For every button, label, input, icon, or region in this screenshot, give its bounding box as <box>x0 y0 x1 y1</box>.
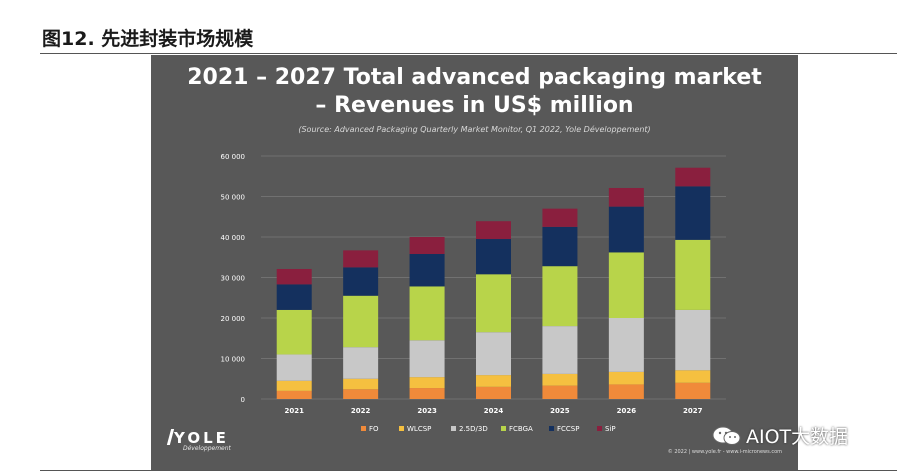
bar-segment-fcbga-2022 <box>343 295 379 348</box>
logo-brand: YOLE <box>174 429 229 447</box>
legend-swatch <box>597 426 602 431</box>
stacked-bar-chart: 0 10 000 20 000 30 000 40 000 50 000 60 000 202… <box>221 153 726 433</box>
bar-segment-sip-2025 <box>542 208 578 227</box>
bar-segment-2-5d-3d-2024 <box>476 332 511 376</box>
x-tick-label: 2022 <box>351 407 371 415</box>
bar-segment-wlcsp-2027 <box>675 370 711 383</box>
bar-segment-sip-2023 <box>409 237 445 255</box>
bar-segment-wlcsp-2023 <box>409 377 445 389</box>
bar-segment-fo-2027 <box>675 382 711 399</box>
y-tick-label: 20 000 <box>221 315 246 323</box>
y-tick-label: 10 000 <box>221 356 246 364</box>
bar-segment-sip-2022 <box>343 250 379 268</box>
yole-logo: YOLE Développement <box>166 429 231 452</box>
bar-segment-2-5d-3d-2022 <box>343 347 379 379</box>
y-tick-label: 50 000 <box>221 194 246 202</box>
x-tick-label: 2027 <box>683 407 703 415</box>
bar-segment-fo-2023 <box>409 388 445 399</box>
y-tick-label: 0 <box>241 396 245 404</box>
chart-title-line2: – Revenues in US$ million <box>315 93 634 118</box>
legend-swatch <box>399 426 404 431</box>
bar-segment-2-5d-3d-2023 <box>409 340 445 378</box>
chart-title-line1: 2021 – 2027 Total advanced packaging mar… <box>187 65 762 90</box>
bar-segment-fo-2022 <box>343 389 379 399</box>
legend-label: FCBGA <box>509 425 533 433</box>
bar-segment-wlcsp-2024 <box>476 375 511 387</box>
legend-swatch <box>361 426 366 431</box>
bar-segment-2-5d-3d-2027 <box>675 309 711 371</box>
copyright-text: © 2022 | www.yole.fr - www.i-micronews.c… <box>667 449 782 455</box>
bar-segment-2-5d-3d-2026 <box>608 318 644 372</box>
bar-segment-fo-2021 <box>276 390 312 399</box>
legend-label: 2.5D/3D <box>459 425 488 433</box>
bar-segment-fcbga-2023 <box>409 286 445 341</box>
bar-segment-fccsp-2026 <box>608 206 644 253</box>
bar-segment-wlcsp-2025 <box>542 373 578 386</box>
x-tick-label: 2023 <box>417 407 437 415</box>
bar-segment-2-5d-3d-2025 <box>542 326 578 374</box>
watermark: AIOT大数据 <box>712 422 848 449</box>
chart-panel: 2021 – 2027 Total advanced packaging mar… <box>151 55 798 470</box>
y-tick-label: 40 000 <box>221 234 246 242</box>
logo-tagline: Développement <box>183 445 231 452</box>
legend-label: FO <box>369 425 379 433</box>
x-tick-label: 2024 <box>484 407 504 415</box>
bar-segment-fccsp-2023 <box>409 254 445 287</box>
legend-swatch <box>451 426 456 431</box>
bar-segment-fcbga-2021 <box>276 309 312 355</box>
y-tick-label: 60 000 <box>221 153 246 161</box>
bar-segment-fcbga-2026 <box>608 252 644 318</box>
chart-subtitle: (Source: Advanced Packaging Quarterly Ma… <box>298 125 651 134</box>
x-tick-label: 2021 <box>284 407 304 415</box>
bar-segment-fccsp-2024 <box>476 239 511 275</box>
figure-title: 图12. 先进封装市场规模 <box>42 28 254 50</box>
x-tick-label: 2025 <box>550 407 570 415</box>
bar-segment-fcbga-2027 <box>675 239 711 310</box>
bar-segment-fccsp-2022 <box>343 267 379 296</box>
bar-segment-fcbga-2025 <box>542 266 578 327</box>
top-divider <box>40 53 897 54</box>
bar-segment-sip-2027 <box>675 167 711 187</box>
bar-segment-fo-2026 <box>608 384 644 399</box>
bar-segment-fo-2024 <box>476 386 511 399</box>
bar-segment-wlcsp-2021 <box>276 380 312 391</box>
bar-segment-2-5d-3d-2021 <box>276 354 312 381</box>
bar-segment-wlcsp-2026 <box>608 371 644 385</box>
y-tick-label: 30 000 <box>221 275 246 283</box>
bottom-divider <box>40 470 897 471</box>
wechat-icon <box>712 426 741 445</box>
bar-segment-fo-2025 <box>542 385 578 399</box>
legend-swatch <box>549 426 554 431</box>
bar-segment-fccsp-2027 <box>675 186 711 240</box>
bar-segment-fccsp-2021 <box>276 284 312 310</box>
legend-label: FCCSP <box>557 425 579 433</box>
bar-segment-sip-2021 <box>276 268 312 285</box>
bar-segment-sip-2026 <box>608 187 644 207</box>
bar-segment-fcbga-2024 <box>476 274 511 333</box>
bar-segment-fccsp-2025 <box>542 226 578 267</box>
bar-segment-wlcsp-2022 <box>343 378 379 390</box>
legend-label: WLCSP <box>407 425 431 433</box>
legend-swatch <box>501 426 506 431</box>
x-tick-label: 2026 <box>617 407 637 415</box>
legend-label: SiP <box>605 425 616 433</box>
watermark-text: AIOT大数据 <box>746 426 849 448</box>
bar-segment-sip-2024 <box>476 221 511 240</box>
